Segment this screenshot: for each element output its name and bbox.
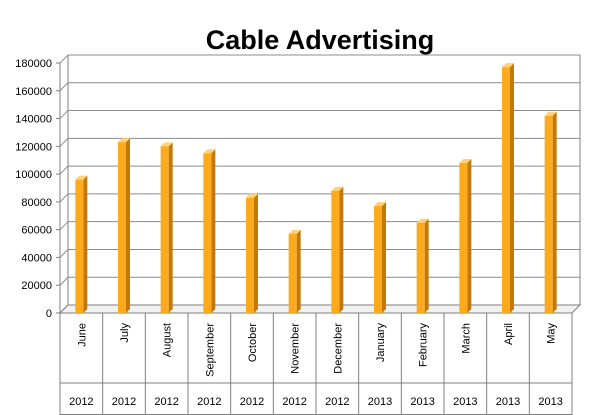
y-tick-label: 140000: [15, 114, 52, 126]
bar-top: [160, 142, 173, 147]
year-label: 2012: [282, 396, 306, 408]
y-axis-tick-labels: 0 20000 40000 60000 80000 100000 120000 140000 1…: [15, 58, 52, 320]
bar: [160, 146, 169, 313]
chart-title: Cable Advertising: [206, 25, 435, 55]
y-tick-label: 0: [46, 308, 52, 320]
bar: [288, 233, 297, 313]
y-tick-label: 100000: [15, 169, 52, 181]
category-label: December: [332, 323, 344, 374]
year-label: 2013: [368, 396, 392, 408]
bar-side: [254, 193, 258, 313]
bar-side: [552, 111, 557, 314]
category-label: February: [418, 323, 430, 368]
gridline-slant: [59, 221, 69, 231]
year-label: 2012: [69, 396, 93, 408]
year-label: 2013: [410, 396, 434, 408]
gridlines: [59, 54, 580, 314]
category-label: September: [204, 323, 216, 377]
bar: [118, 142, 126, 313]
gridline-slant: [59, 110, 69, 119]
gridline-slant: [59, 193, 69, 203]
bar-side: [467, 159, 472, 313]
category-label: July: [119, 323, 131, 343]
y-tick-label: 40000: [21, 252, 52, 264]
category-label: October: [247, 323, 259, 362]
bar: [331, 190, 340, 313]
gridline-slant: [59, 82, 69, 92]
bar: [203, 153, 212, 313]
bar-top: [288, 229, 301, 234]
bar: [502, 67, 510, 314]
y-tick-label: 180000: [15, 58, 52, 70]
year-label: 2012: [240, 396, 264, 408]
bar-top: [75, 175, 88, 180]
bar: [416, 222, 425, 313]
bar-top: [459, 159, 472, 163]
category-label: November: [290, 323, 302, 374]
plot-wall: [68, 61, 580, 313]
bar-top: [203, 149, 216, 154]
year-label: 2012: [154, 396, 178, 408]
category-label: April: [503, 323, 515, 345]
bar: [459, 163, 468, 313]
year-label: 2012: [325, 396, 349, 408]
gridline-slant: [59, 54, 69, 64]
category-label: January: [375, 323, 387, 363]
bar: [544, 115, 553, 314]
bar-top: [374, 202, 386, 207]
axes: [56, 55, 582, 314]
year-label: 2013: [453, 396, 477, 408]
bar: [246, 197, 254, 313]
year-label: 2012: [112, 396, 136, 408]
bar-side: [510, 63, 514, 313]
category-label: August: [162, 323, 174, 357]
category-label: May: [546, 323, 558, 344]
bars: [75, 63, 557, 314]
year-label: 2013: [496, 396, 520, 408]
bar-top: [246, 193, 258, 198]
category-label: March: [460, 323, 472, 354]
bar: [374, 206, 382, 313]
bar-top: [416, 218, 429, 223]
y-tick-label: 80000: [21, 197, 52, 209]
bar-top: [544, 111, 557, 116]
category-label: June: [76, 323, 88, 347]
gridline-slant: [59, 276, 69, 286]
bar-side: [83, 175, 88, 313]
bar-side: [382, 202, 386, 313]
year-label: 2013: [538, 396, 562, 408]
y-tick-label: 160000: [15, 86, 52, 98]
bar-side: [211, 149, 216, 313]
y-tick-label: 20000: [21, 280, 52, 292]
y-tick-label: 120000: [15, 141, 52, 153]
y-tick-label: 60000: [21, 225, 52, 237]
bar-top: [118, 138, 130, 143]
gridline-slant: [59, 249, 69, 258]
bar-side: [339, 186, 344, 313]
bar-side: [126, 138, 130, 313]
gridline-slant: [59, 165, 69, 175]
bar-side: [168, 142, 173, 313]
gridline-slant: [59, 137, 69, 147]
bar-side: [296, 229, 301, 313]
bar-side: [424, 218, 429, 313]
bar-top: [502, 63, 514, 68]
year-label: 2012: [197, 396, 221, 408]
bar: [75, 179, 84, 313]
bar-top: [331, 186, 344, 191]
x-axis-category-table: June 2012 July 2012 August 2012 September 2012 O…: [59, 313, 573, 415]
